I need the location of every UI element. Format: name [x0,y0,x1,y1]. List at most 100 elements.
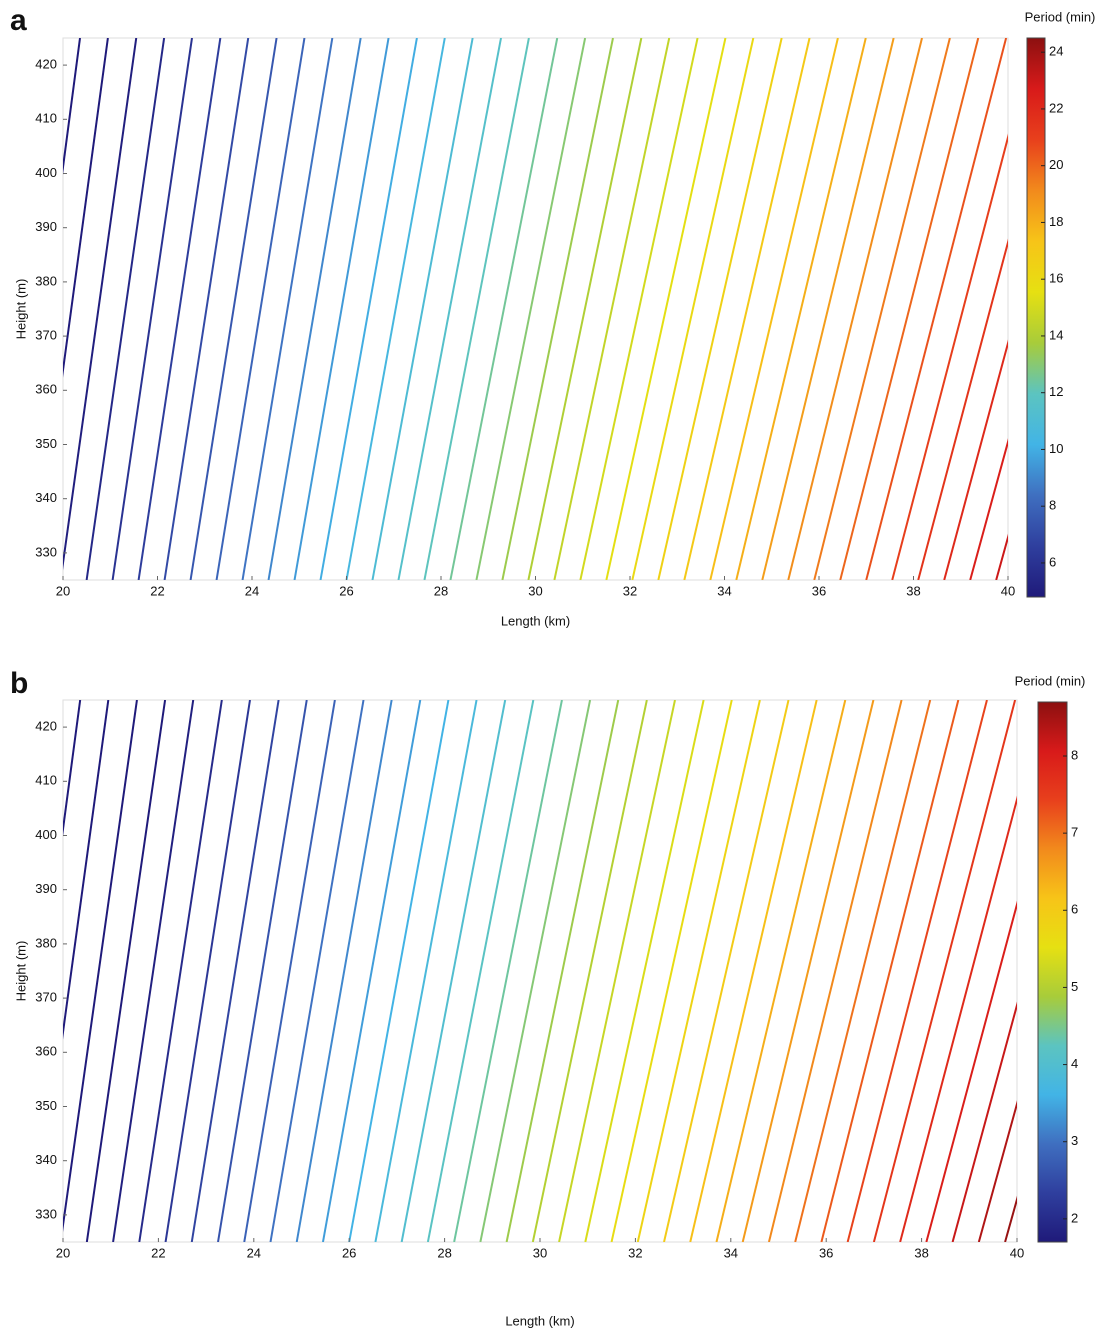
contour-line [295,700,393,1242]
x-tick-label: 22 [151,1245,165,1260]
contour-line [969,438,1008,580]
contour-line [189,38,278,580]
contour-panel: a 20 22 24 26 28 30 32 34 36 38 40 330 340 350 360 370 38… [10,4,1095,629]
contour-line [217,700,308,1242]
contour-line [610,700,733,1242]
colorbar-tick-label: 7 [1071,825,1078,840]
contour-line [241,38,334,580]
y-tick-label: 340 [35,1152,57,1167]
y-axis-label: Height (m) [13,279,28,340]
y-tick-label: 410 [35,773,57,788]
x-tick-label: 38 [914,1245,928,1260]
colorbar-tick-label: 2 [1071,1210,1078,1225]
contour-line [321,700,422,1242]
contour-lines [63,700,1017,1242]
contour-line [579,38,699,580]
colorbar-tick-label: 8 [1071,747,1078,762]
contour-line [709,38,839,580]
contour-line [63,38,109,378]
contour-line [479,700,592,1242]
colorbar [1037,701,1068,1243]
panel-label: b [10,667,28,700]
y-tick-label: 420 [35,57,57,72]
colorbar-tick-label: 22 [1049,100,1063,115]
contour-line [813,38,951,580]
x-tick-label: 36 [812,583,826,598]
contour-line [865,38,1008,580]
contour-line [683,38,811,580]
contour-line [943,339,1008,580]
colorbar [1026,37,1046,598]
contour-line [269,700,365,1242]
contour-line [787,38,923,580]
y-tick-label: 420 [35,719,57,734]
x-tick-label: 30 [533,1245,547,1260]
x-tick-label: 34 [724,1245,738,1260]
y-axis-label: Height (m) [13,941,28,1002]
y-tick-label: 380 [35,273,57,288]
y-tick-label: 360 [35,382,57,397]
contour-line [505,700,620,1242]
y-tick-label: 350 [35,1098,57,1113]
colorbar-tick-label: 24 [1049,44,1063,59]
x-tick-label: 26 [342,1245,356,1260]
contour-line [426,700,535,1242]
contour-lines [63,38,1008,580]
contour-line [553,38,671,580]
x-tick-label: 20 [56,1245,70,1260]
colorbar-tick-label: 3 [1071,1133,1078,1148]
x-tick-label: 22 [150,583,164,598]
contour-line [112,700,195,1242]
contour-line [846,700,988,1242]
contour-line [657,38,783,580]
contour-line [63,700,110,1040]
x-tick-label: 30 [528,583,542,598]
y-tick-label: 350 [35,436,57,451]
contour-line [63,700,82,837]
contour-line [137,38,222,580]
contour-line [839,38,980,580]
x-tick-label: 38 [906,583,920,598]
x-tick-label: 40 [1001,583,1015,598]
contour-line [293,38,390,580]
contour-line [636,700,761,1242]
colorbar-tick-label: 16 [1049,271,1063,286]
y-tick-label: 390 [35,219,57,234]
contour-line [453,700,563,1242]
contour-line [663,700,790,1242]
x-tick-label: 28 [437,1245,451,1260]
contour-line [63,38,82,175]
contour-line [138,700,223,1242]
x-tick-label: 34 [717,583,731,598]
x-tick-label: 32 [623,583,637,598]
x-tick-label: 36 [819,1245,833,1260]
y-tick-label: 380 [35,935,57,950]
contour-line [715,700,847,1242]
contour-line [243,700,336,1242]
colorbar-tick-label: 8 [1049,498,1056,513]
contour-line [267,38,362,580]
contour-line [558,700,676,1242]
plot-area [62,699,1018,1243]
contour-line [735,38,867,580]
contour-line [584,700,705,1242]
y-tick-label: 400 [35,165,57,180]
contour-line [951,1001,1017,1242]
colorbar-tick-label: 6 [1049,554,1056,569]
x-tick-label: 24 [247,1245,261,1260]
colorbar-tick-label: 20 [1049,157,1063,172]
y-tick-label: 370 [35,328,57,343]
colorbar-tick-label: 14 [1049,327,1063,342]
x-tick-label: 20 [56,583,70,598]
contour-line [319,38,418,580]
contour-line [531,700,648,1242]
contour-line [794,700,932,1242]
contour-line [111,38,193,580]
contour-line [761,38,895,580]
x-tick-label: 26 [339,583,353,598]
contour-line [63,700,138,1233]
plot-area [62,37,1009,581]
contour-line [371,38,474,580]
contour-line [164,700,251,1242]
